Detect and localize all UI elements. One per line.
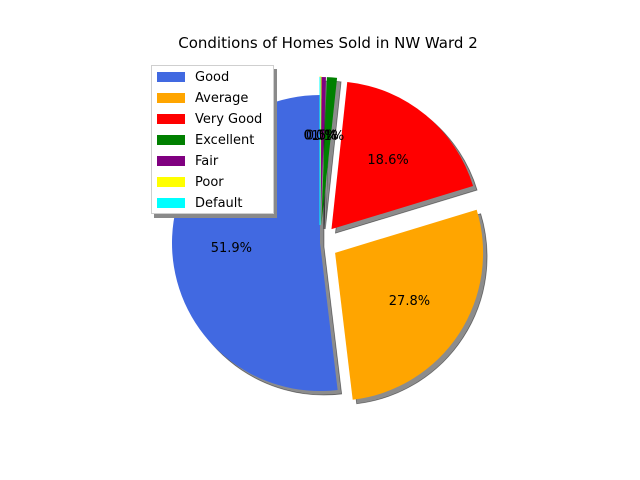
pie-labels: 51.9% 27.8% 18.6% 1.1%0.5%0.1%0.0% bbox=[211, 129, 430, 309]
legend-label: Poor bbox=[195, 174, 224, 190]
legend-item-very-good: Very Good bbox=[152, 109, 262, 129]
legend-item-poor: Poor bbox=[152, 172, 224, 192]
legend-label: Fair bbox=[195, 153, 219, 169]
slice-label-very-good: 18.6% bbox=[367, 153, 408, 168]
legend-swatch bbox=[157, 177, 185, 187]
legend-swatch bbox=[157, 72, 185, 82]
slice-average bbox=[335, 209, 484, 400]
slice-label-average: 27.8% bbox=[389, 294, 430, 309]
slice-label-good: 51.9% bbox=[211, 241, 252, 256]
legend-label: Good bbox=[195, 69, 230, 85]
legend: Good Average Very Good Excellent Fair Poor Def… bbox=[151, 65, 274, 214]
slice-very-good bbox=[331, 81, 474, 230]
legend-label: Very Good bbox=[195, 111, 263, 127]
legend-label: Excellent bbox=[195, 132, 255, 148]
legend-swatch bbox=[157, 198, 185, 208]
legend-item-excellent: Excellent bbox=[152, 130, 254, 150]
legend-label: Default bbox=[195, 195, 243, 211]
slice-excellent bbox=[321, 77, 338, 226]
slice-label-default: 0.0% bbox=[303, 129, 336, 144]
legend-swatch bbox=[157, 135, 185, 145]
chart-title: Conditions of Homes Sold in NW Ward 2 bbox=[178, 34, 478, 52]
slice-label-fair: 0.5% bbox=[306, 129, 339, 144]
legend-item-average: Average bbox=[152, 88, 248, 108]
slice-fair bbox=[320, 77, 326, 226]
legend-item-default: Default bbox=[152, 193, 243, 213]
legend-swatch bbox=[157, 114, 185, 124]
legend-item-fair: Fair bbox=[152, 151, 218, 171]
legend-item-good: Good bbox=[152, 67, 229, 87]
slice-label-excellent: 1.1% bbox=[311, 129, 344, 144]
legend-swatch bbox=[157, 156, 185, 166]
legend-label: Average bbox=[195, 90, 249, 106]
slice-label-poor: 0.1% bbox=[304, 129, 337, 144]
legend-swatch bbox=[157, 93, 185, 103]
